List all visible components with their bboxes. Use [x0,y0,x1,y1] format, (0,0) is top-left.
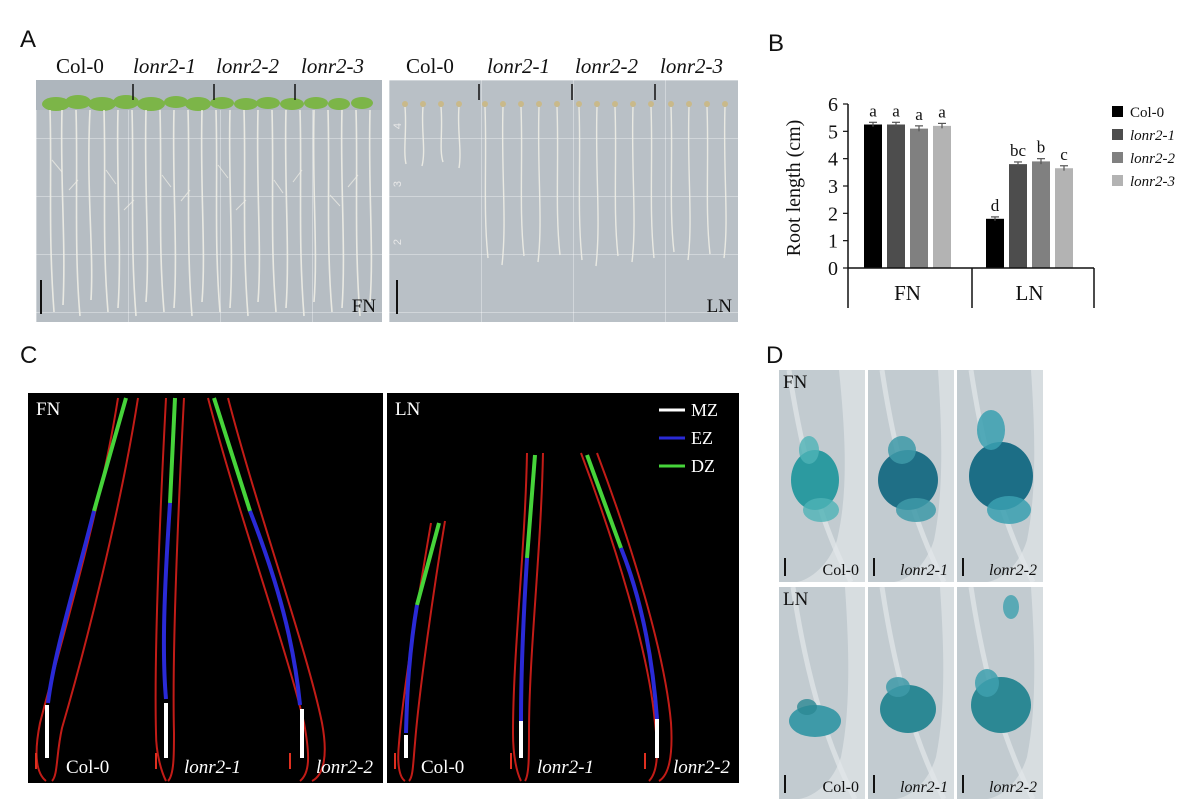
ln-root-label-col0: Col-0 [421,757,465,778]
gus-tile-ln-col0: LN Col-0 [779,587,865,799]
gus-ln-label-col0: Col-0 [822,779,859,796]
fn-root-label-lonr2-1: lonr2-1 [184,757,241,778]
ln-root-condition: LN [395,399,421,420]
gus-tile-ln-lonr2-1: lonr2-1 [868,587,954,799]
ln-plate-photo: 4 3 2 LN [389,80,738,322]
legend-label-dz: DZ [691,456,715,476]
gus-fn-label-lonr2-2: lonr2-2 [989,562,1037,579]
chart-bar [1032,161,1050,268]
chart-legend-label: Col-0 [1130,105,1164,121]
plate-ln-genotype-lonr2-2: lonr2-2 [575,54,638,78]
chart-significance-letter: d [991,196,1000,215]
chart-bar [933,125,951,268]
chart-significance-letter: a [915,105,923,124]
ln-root-zones-illustration: MZ EZ DZ [394,400,718,782]
ln-root-label-lonr2-1: lonr2-1 [537,757,594,778]
plate-fn-genotype-lonr2-2: lonr2-2 [216,54,279,78]
panel-a-letter: A [20,26,37,53]
gus-root-illustration [868,370,947,582]
chart-y-tick-label: 4 [828,149,838,171]
chart-y-tick-label: 1 [828,231,838,253]
gus-root-illustration [779,370,854,582]
legend-label-mz: MZ [691,400,718,420]
plate-ln-genotype-col0: Col-0 [406,54,454,78]
chart-significance-letter: a [892,101,900,120]
chart-y-tick-label: 5 [828,121,838,143]
chart-y-tick-label: 0 [828,258,838,280]
gus-tile-fn-col0: FN Col-0 [779,370,865,582]
gus-tile-fn-lonr2-2: lonr2-2 [957,370,1043,582]
plate-ln-genotype-lonr2-1: lonr2-1 [487,54,550,78]
fn-plate-photo: FN [36,80,382,322]
gus-root-illustration [957,587,1036,799]
chart-bar [1055,168,1073,268]
chart-legend-label: lonr2-2 [1130,151,1176,167]
gus-ln-label-lonr2-1: lonr2-1 [900,779,948,796]
chart-legend-label: lonr2-3 [1130,174,1175,190]
chart-legend-label: lonr2-1 [1130,128,1175,144]
chart-category-label: FN [894,281,921,305]
gus-row-ln-condition: LN [783,589,809,610]
panel-b-letter: B [768,30,785,57]
gus-root-illustration [868,587,947,799]
chart-y-tick-label: 6 [828,94,838,116]
gus-fn-label-lonr2-1: lonr2-1 [900,562,948,579]
ln-plate-condition: LN [706,296,732,317]
chart-legend-swatch [1112,175,1123,186]
chart-bar [1009,164,1027,268]
zone-legend: MZ EZ DZ [659,400,718,476]
chart-significance-letter: c [1060,145,1068,164]
plate-fn-genotype-col0: Col-0 [56,54,104,78]
ln-root-confocal-image: MZ EZ DZ LN Col-0 lonr2-1 lonr2-2 [387,393,739,783]
chart-bar [864,124,882,268]
chart-y-tick-label: 3 [828,176,838,198]
fn-root-label-lonr2-2: lonr2-2 [316,757,373,778]
chart-legend-swatch [1112,129,1123,140]
ruler-mark-3: 3 [392,180,405,188]
plate-fn-genotype-lonr2-1: lonr2-1 [133,54,196,78]
ruler-mark-4: 4 [392,122,405,130]
chart-significance-letter: a [869,101,877,120]
panel-d-letter: D [766,342,784,369]
gus-fn-label-col0: Col-0 [822,562,859,579]
chart-category-label: LN [1016,281,1044,305]
chart-significance-letter: bc [1010,141,1027,160]
fn-seedlings-illustration [36,80,382,317]
gus-root-illustration [779,587,858,799]
ruler-mark-2: 2 [392,238,405,246]
ln-seedlings-illustration [396,84,728,314]
chart-y-tick-label: 2 [828,203,838,225]
fn-plate-condition: FN [351,296,376,317]
fn-root-confocal-image: FN Col-0 lonr2-1 lonr2-2 [28,393,383,783]
legend-label-ez: EZ [691,428,713,448]
panel-c-letter: C [20,342,38,369]
gus-root-illustration [957,370,1036,582]
plate-ln-genotype-lonr2-3: lonr2-3 [660,54,723,78]
fn-root-condition: FN [36,399,61,420]
chart-bar [910,128,928,268]
chart-y-axis-label: Root length (cm) [783,120,805,257]
ln-root-label-lonr2-2: lonr2-2 [673,757,730,778]
chart-bar [986,218,1004,268]
chart-significance-letter: a [938,102,946,121]
plate-fn-genotype-lonr2-3: lonr2-3 [301,54,364,78]
fn-root-zones-illustration [35,397,326,782]
gus-row-fn-condition: FN [783,372,808,393]
fn-root-label-col0: Col-0 [66,757,110,778]
chart-legend-swatch [1112,152,1123,163]
chart-legend-swatch [1112,106,1123,117]
gus-tile-fn-lonr2-1: lonr2-1 [868,370,954,582]
chart-significance-letter: b [1037,138,1046,157]
chart-bar [887,124,905,268]
gus-tile-ln-lonr2-2: lonr2-2 [957,587,1043,799]
gus-ln-label-lonr2-2: lonr2-2 [989,779,1037,796]
